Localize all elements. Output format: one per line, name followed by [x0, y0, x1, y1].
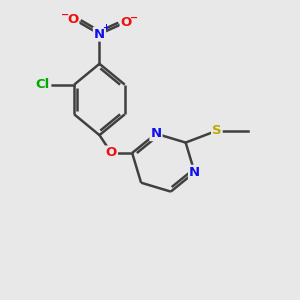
Text: −: − [61, 10, 69, 20]
Text: O: O [106, 146, 117, 160]
Text: +: + [102, 23, 109, 32]
Text: N: N [150, 127, 161, 140]
Text: Cl: Cl [36, 78, 50, 91]
Text: O: O [67, 13, 78, 26]
Text: S: S [212, 124, 222, 137]
Text: N: N [189, 166, 200, 179]
Text: −: − [130, 13, 138, 23]
Text: N: N [94, 28, 105, 40]
Text: O: O [121, 16, 132, 29]
